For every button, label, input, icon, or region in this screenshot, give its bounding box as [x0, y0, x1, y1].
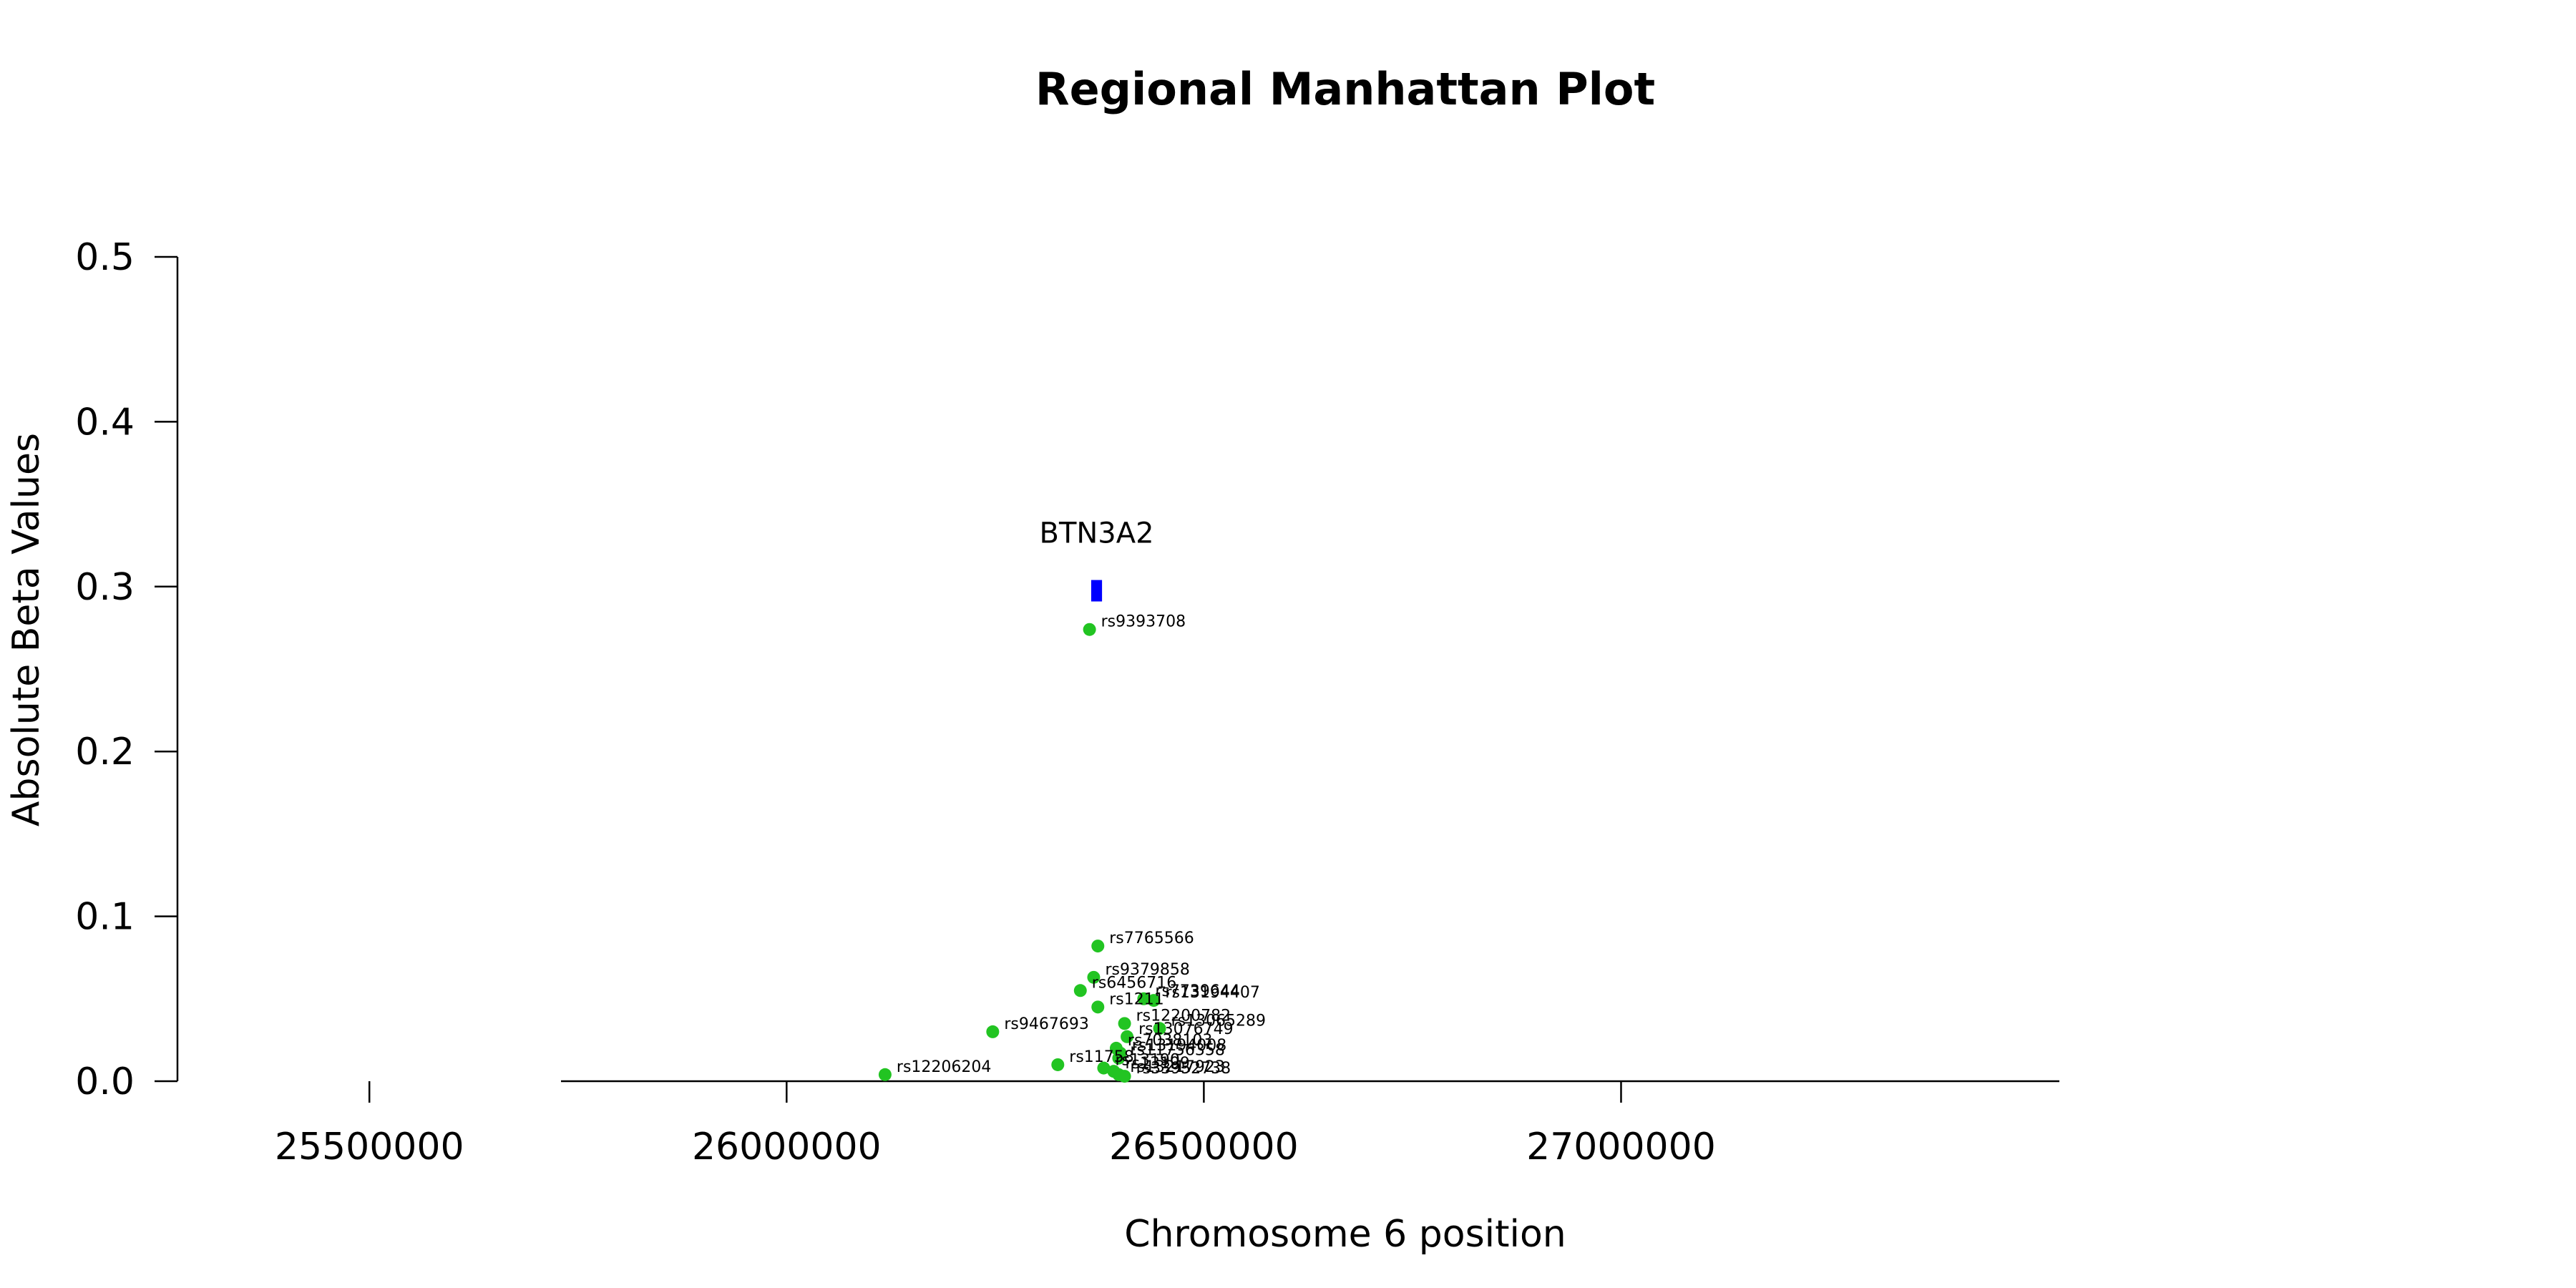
y-tick-label: 0.5: [75, 236, 135, 279]
y-axis: 0.0 0.1 0.2 0.3 0.4 0.5: [75, 236, 179, 1103]
snp-label: rs9467693: [1004, 1015, 1089, 1033]
y-axis-label: Absolute Beta Values: [5, 433, 48, 826]
gene-marker: [1091, 580, 1103, 602]
chart-title: Regional Manhattan Plot: [1035, 63, 1655, 115]
snp-label: rs13190: [1115, 1052, 1180, 1070]
gene-label: BTN3A2: [1040, 517, 1154, 550]
snp-point: [1121, 1030, 1134, 1043]
snp-point: [1112, 1051, 1126, 1065]
x-tick-label: 26000000: [692, 1126, 882, 1169]
x-tick-label: 25500000: [275, 1126, 464, 1169]
snp-label: rs6456716: [1092, 974, 1177, 992]
snp-point: [986, 1025, 1000, 1038]
snp-label: rs12200782: [1136, 1007, 1231, 1025]
snp-label: rs7739644: [1155, 982, 1240, 1000]
snp-point: [1097, 1061, 1111, 1075]
snp-point: [1073, 984, 1087, 997]
snp-label: rs11758: [1069, 1048, 1134, 1066]
snp-point: [1087, 970, 1101, 984]
snp-label: rs13076749: [1138, 1020, 1233, 1038]
y-tick-label: 0.0: [75, 1060, 135, 1103]
x-axis: 25500000 26000000 26500000 27000000: [275, 1080, 2059, 1169]
snp-label: rs13217923: [1130, 1058, 1224, 1076]
snp-point: [1091, 940, 1105, 953]
snp-label: rs13199: [1125, 1055, 1190, 1073]
snp-label: rs7765566: [1109, 930, 1194, 947]
snp-label: rs7038103: [1128, 1032, 1213, 1050]
x-tick-label: 27000000: [1526, 1126, 1716, 1169]
snp-label: rs12206204: [897, 1058, 991, 1076]
snp-point: [1118, 1017, 1131, 1030]
snp-point: [1083, 623, 1096, 636]
snp-label: rs9393708: [1101, 613, 1186, 631]
snp-point: [1051, 1058, 1065, 1071]
snp-point: [1153, 1022, 1166, 1035]
y-tick-label: 0.4: [75, 401, 135, 444]
y-tick-label: 0.2: [75, 731, 135, 774]
y-ticks: 0.0 0.1 0.2 0.3 0.4 0.5: [75, 236, 177, 1103]
snp-point: [1137, 992, 1151, 1005]
y-tick-label: 0.3: [75, 566, 135, 609]
snp-point: [1118, 1070, 1131, 1083]
snp-label: rs11756358: [1130, 1042, 1224, 1060]
snp-label: rs13194407: [1165, 984, 1259, 1002]
snp-label: rs33952738: [1136, 1060, 1231, 1078]
snp-point: [1147, 994, 1161, 1008]
x-tick-label: 26500000: [1109, 1126, 1299, 1169]
snp-label: rs1211: [1109, 990, 1164, 1008]
y-tick-label: 0.1: [75, 896, 135, 939]
snp-labels: rs9393708 rs7765566 rs9379858rs6456716rs77…: [897, 613, 1266, 1078]
snp-point: [878, 1068, 892, 1081]
x-axis-label: Chromosome 6 position: [1124, 1213, 1566, 1256]
snp-label: rs13065289: [1171, 1012, 1266, 1030]
snp-label: rs13194008: [1132, 1037, 1226, 1055]
gene-layer: BTN3A2: [1040, 517, 1154, 602]
snp-label: rs9379858: [1105, 961, 1190, 979]
x-ticks: 25500000 26000000 26500000 27000000: [275, 1081, 1716, 1169]
snp-points: [878, 623, 1166, 1083]
snp-point: [1091, 1000, 1105, 1014]
